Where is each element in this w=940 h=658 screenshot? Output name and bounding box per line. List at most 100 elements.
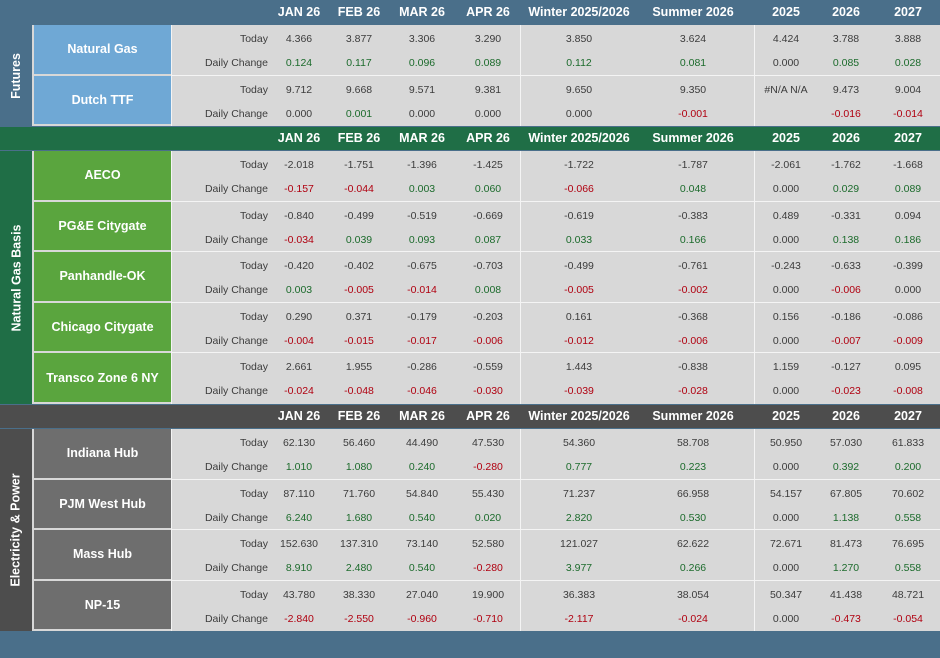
value-cell: 4.424 <box>772 33 800 45</box>
value-cell: 72.671 <box>769 538 803 550</box>
value-cell: 0.558 <box>894 512 922 524</box>
instrument-label: Transco Zone 6 NY <box>34 353 171 402</box>
value-cell: 47.530 <box>471 437 505 449</box>
value-cell: -0.086 <box>893 311 923 323</box>
column-header: 2027 <box>894 409 922 423</box>
value-cell: 3.888 <box>894 33 922 45</box>
column-header: 2026 <box>832 131 860 145</box>
value-cell: -0.005 <box>564 284 594 296</box>
value-cell: -0.046 <box>407 385 437 397</box>
value-cell: 0.489 <box>772 210 800 222</box>
instrument-label: Natural Gas <box>34 25 171 74</box>
column-header: JAN 26 <box>277 131 321 145</box>
value-cell: 0.095 <box>894 361 922 373</box>
value-cell: -2.018 <box>284 159 314 171</box>
value-cell: 38.330 <box>342 589 376 601</box>
value-cell: 4.366 <box>285 33 313 45</box>
value-cell: -1.787 <box>678 159 708 171</box>
row-label-today: Today <box>239 589 268 601</box>
value-cell: -0.473 <box>831 613 861 625</box>
column-header: FEB 26 <box>337 131 381 145</box>
value-cell: -0.030 <box>473 385 503 397</box>
value-cell: -0.009 <box>893 335 923 347</box>
value-cell: -1.396 <box>407 159 437 171</box>
value-cell: -0.286 <box>407 361 437 373</box>
value-cell: 38.054 <box>676 589 710 601</box>
row-divider <box>172 479 940 480</box>
value-cell: 48.721 <box>891 589 925 601</box>
value-cell: -1.722 <box>564 159 594 171</box>
value-cell: -0.004 <box>284 335 314 347</box>
value-cell: 1.680 <box>345 512 373 524</box>
value-cell: -0.014 <box>407 284 437 296</box>
value-cell: 57.030 <box>829 437 863 449</box>
instrument-label: Indiana Hub <box>34 429 171 478</box>
value-cell: -0.669 <box>473 210 503 222</box>
section-label-futures: Futures <box>0 25 32 126</box>
value-cell: 0.000 <box>772 183 800 195</box>
row-divider <box>172 352 940 353</box>
value-cell: 3.624 <box>679 33 707 45</box>
value-cell: 0.000 <box>408 108 436 120</box>
column-divider <box>520 151 521 404</box>
section-label-text: Futures <box>9 52 23 99</box>
value-cell: 0.060 <box>474 183 502 195</box>
value-cell: 0.029 <box>832 183 860 195</box>
value-cell: -1.425 <box>473 159 503 171</box>
value-cell: 2.661 <box>285 361 313 373</box>
value-cell: 54.157 <box>769 488 803 500</box>
column-divider <box>171 429 172 631</box>
row-label-change: Daily Change <box>204 512 268 524</box>
value-cell: -0.066 <box>564 183 594 195</box>
value-cell: 0.000 <box>772 613 800 625</box>
value-cell: 0.000 <box>474 108 502 120</box>
value-cell: 0.223 <box>679 461 707 473</box>
value-cell: 0.003 <box>285 284 313 296</box>
column-header: FEB 26 <box>337 5 381 19</box>
value-cell <box>757 107 815 121</box>
section-header-basis: JAN 26 FEB 26 MAR 26 APR 26 Winter 2025/2026… <box>0 127 940 150</box>
column-header: 2025 <box>772 131 800 145</box>
value-cell: 70.602 <box>891 488 925 500</box>
value-cell: 0.540 <box>408 512 436 524</box>
section-label-text: Natural Gas Basis <box>9 224 23 331</box>
value-cell: 9.668 <box>345 84 373 96</box>
value-cell: 3.850 <box>565 33 593 45</box>
column-header: 2026 <box>832 409 860 423</box>
value-cell: 0.000 <box>772 385 800 397</box>
value-cell: 27.040 <box>405 589 439 601</box>
value-cell: -0.331 <box>831 210 861 222</box>
value-cell: 1.080 <box>345 461 373 473</box>
value-cell: 0.085 <box>832 57 860 69</box>
column-divider <box>520 429 521 631</box>
value-cell: -0.017 <box>407 335 437 347</box>
row-label-today: Today <box>239 361 268 373</box>
value-cell: -0.005 <box>344 284 374 296</box>
instrument-label: PJM West Hub <box>34 479 171 529</box>
row-label-change: Daily Change <box>204 335 268 347</box>
value-cell: -0.383 <box>678 210 708 222</box>
column-header: 2027 <box>894 5 922 19</box>
value-cell: 0.138 <box>832 234 860 246</box>
value-cell: 50.950 <box>769 437 803 449</box>
section-header-power: JAN 26 FEB 26 MAR 26 APR 26 Winter 2025/2026… <box>0 405 940 428</box>
value-cell: 0.156 <box>772 311 800 323</box>
value-cell: -0.034 <box>284 234 314 246</box>
value-cell: 8.910 <box>285 562 313 574</box>
instrument-label: Panhandle-OK <box>34 252 171 301</box>
value-cell: -0.499 <box>344 210 374 222</box>
value-cell: 0.777 <box>565 461 593 473</box>
value-cell: 6.240 <box>285 512 313 524</box>
value-cell: -0.007 <box>831 335 861 347</box>
value-cell: 19.900 <box>471 589 505 601</box>
value-cell: 0.530 <box>679 512 707 524</box>
value-cell: 0.000 <box>565 108 593 120</box>
row-label-today: Today <box>239 84 268 96</box>
value-cell: -1.762 <box>831 159 861 171</box>
row-label-change: Daily Change <box>204 57 268 69</box>
instrument-label: NP-15 <box>34 580 171 630</box>
value-cell: -0.559 <box>473 361 503 373</box>
column-header: Winter 2025/2026 <box>528 409 630 423</box>
row-label-change: Daily Change <box>204 385 268 397</box>
instrument-label: Dutch TTF <box>34 75 171 125</box>
